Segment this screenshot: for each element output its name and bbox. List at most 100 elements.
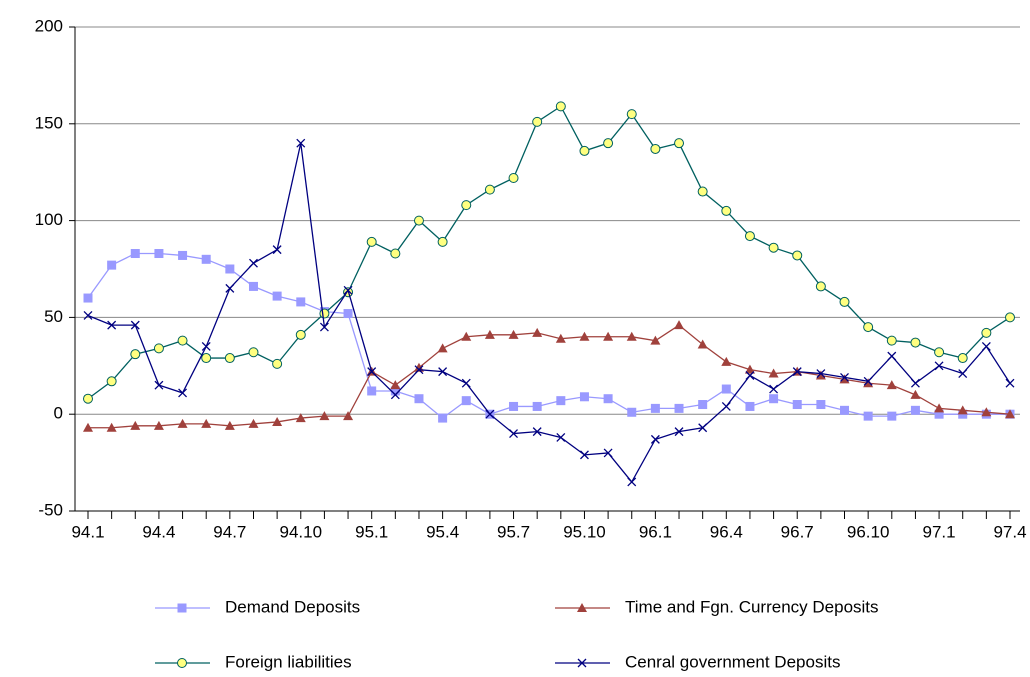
marker: [768, 368, 779, 378]
marker: [461, 378, 471, 388]
marker: [201, 418, 212, 428]
marker: [437, 343, 448, 353]
marker: [721, 384, 731, 394]
y-tick-label: 150: [35, 113, 63, 132]
marker: [934, 361, 944, 371]
marker: [154, 249, 164, 259]
marker: [153, 343, 164, 354]
marker: [437, 236, 448, 247]
marker: [863, 378, 874, 388]
marker: [674, 138, 685, 149]
marker: [650, 143, 661, 154]
marker: [698, 423, 708, 433]
marker: [178, 250, 188, 260]
marker: [1005, 409, 1015, 419]
marker: [485, 409, 495, 419]
marker: [107, 320, 117, 330]
marker: [555, 101, 566, 112]
x-tick-label: 94.1: [71, 522, 104, 541]
marker: [603, 331, 614, 341]
marker: [130, 249, 140, 259]
marker: [627, 477, 637, 487]
marker: [603, 138, 614, 149]
marker: [177, 418, 188, 428]
marker: [390, 390, 400, 400]
marker: [910, 337, 921, 348]
marker: [650, 335, 661, 345]
legend-label: Demand Deposits: [225, 597, 360, 616]
marker: [83, 311, 93, 320]
marker: [650, 403, 660, 413]
marker: [934, 403, 945, 413]
y-tick-label: 0: [54, 404, 63, 423]
marker: [744, 364, 755, 374]
x-tick-label: 94.7: [213, 522, 246, 541]
marker: [295, 413, 306, 423]
marker: [863, 376, 873, 386]
marker: [509, 429, 518, 439]
marker: [577, 603, 587, 612]
marker: [981, 407, 992, 417]
marker: [626, 109, 637, 120]
marker: [1005, 312, 1015, 323]
marker: [981, 327, 992, 338]
marker: [248, 418, 259, 428]
marker: [272, 416, 283, 426]
legend-label: Cenral government Deposits: [625, 652, 840, 671]
marker: [366, 236, 377, 247]
marker: [627, 407, 637, 417]
marker: [886, 335, 897, 346]
marker: [910, 378, 920, 388]
marker: [296, 138, 306, 148]
marker: [697, 339, 708, 349]
marker: [343, 411, 354, 421]
marker: [249, 258, 258, 268]
x-tick-label: 95.4: [426, 522, 459, 541]
marker: [319, 322, 329, 332]
marker: [579, 331, 590, 341]
marker: [154, 380, 164, 390]
x-tick-label: 96.1: [639, 522, 672, 541]
marker: [910, 389, 921, 399]
marker: [532, 401, 542, 411]
marker: [130, 420, 141, 430]
marker: [556, 396, 566, 406]
marker: [958, 369, 968, 379]
marker: [367, 386, 377, 396]
series-line: [88, 324, 1011, 429]
marker: [957, 405, 968, 415]
marker: [863, 322, 874, 333]
marker: [815, 370, 826, 380]
x-tick-label: 94.10: [279, 522, 322, 541]
marker: [697, 186, 708, 197]
marker: [83, 393, 93, 404]
marker: [201, 353, 212, 364]
marker: [721, 205, 732, 216]
series-line: [87, 143, 1011, 484]
marker: [792, 400, 802, 410]
marker: [603, 394, 613, 404]
marker: [106, 376, 117, 387]
marker: [484, 184, 495, 195]
marker: [603, 448, 613, 458]
y-tick-label: -50: [38, 500, 63, 519]
marker: [698, 400, 708, 410]
marker: [461, 331, 472, 341]
marker: [674, 320, 685, 330]
marker: [768, 242, 779, 253]
marker: [934, 347, 945, 358]
marker: [413, 215, 424, 226]
y-tick-label: 50: [44, 307, 63, 326]
marker: [957, 353, 968, 364]
marker: [224, 420, 235, 430]
marker: [178, 388, 188, 398]
x-tick-label: 95.7: [497, 522, 530, 541]
marker: [83, 293, 93, 303]
marker: [580, 450, 589, 460]
marker: [295, 329, 306, 340]
x-tick-label: 97.1: [923, 522, 956, 541]
marker: [414, 394, 424, 404]
marker: [792, 367, 802, 377]
marker: [934, 409, 944, 419]
